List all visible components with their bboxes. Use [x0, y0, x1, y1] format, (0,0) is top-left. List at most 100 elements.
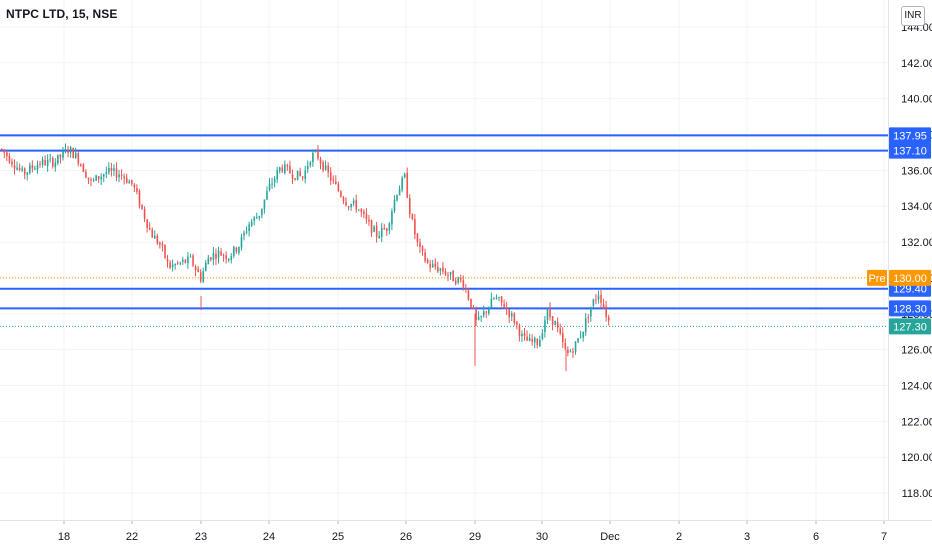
candle-body	[238, 247, 240, 253]
candle-body	[556, 322, 559, 328]
x-tick-label: 3	[744, 531, 750, 543]
candle-body	[602, 303, 605, 308]
candle-body	[380, 227, 383, 238]
candle-body	[299, 171, 301, 176]
candle-body	[544, 320, 546, 332]
candle-body	[358, 209, 360, 211]
candle-body	[600, 294, 602, 303]
candle-body	[227, 258, 230, 261]
candle-body	[194, 266, 197, 271]
x-tick-label: 6	[813, 531, 819, 543]
candle-body	[276, 170, 278, 180]
candle-body	[495, 297, 498, 299]
candle-body	[143, 208, 146, 219]
candle-body	[291, 174, 294, 179]
candle-body	[120, 174, 123, 176]
candle-body	[301, 176, 304, 178]
candle-body	[605, 306, 607, 317]
candle-body	[161, 243, 164, 246]
candle-body	[220, 251, 222, 256]
price-badges: 137.95 137.10 129.40 128.30 130.00 127.30 Pre	[867, 127, 931, 335]
candle-body	[368, 219, 370, 222]
candle-body	[467, 290, 470, 300]
candle-body	[579, 336, 582, 338]
candle-body	[192, 255, 194, 266]
candle-body	[34, 168, 36, 170]
candle-body	[569, 351, 572, 353]
candle-body	[8, 155, 11, 163]
candle-body	[171, 264, 174, 268]
level-badge-label: 137.95	[893, 130, 927, 142]
currency-button[interactable]: INR	[901, 6, 925, 26]
candle-body	[118, 174, 120, 178]
candle-body	[437, 267, 439, 272]
candle-body	[562, 332, 564, 342]
candle-body	[521, 333, 523, 337]
candle-body	[6, 152, 8, 157]
candle-body	[477, 316, 480, 320]
candle-body	[225, 255, 227, 259]
candle-body	[176, 262, 179, 264]
candle-body	[363, 211, 365, 214]
candle-body	[498, 297, 500, 299]
candle-body	[304, 170, 307, 180]
candle-body	[516, 321, 518, 325]
candle-body	[154, 235, 156, 239]
candle-body	[26, 172, 29, 175]
candle-body	[470, 298, 472, 308]
candle-body	[57, 154, 59, 164]
candle-body	[475, 308, 477, 320]
candle-body	[85, 171, 87, 178]
candle-body	[472, 307, 475, 309]
candle-body	[164, 244, 166, 258]
candle-body	[595, 299, 597, 301]
candle-body	[39, 163, 41, 165]
candle-body	[82, 164, 85, 173]
x-tick-label: 30	[536, 531, 548, 543]
candle-body	[541, 333, 544, 340]
x-tick-label: Dec	[600, 531, 620, 543]
candle-body	[398, 189, 401, 196]
candle-body	[217, 250, 220, 258]
candle-body	[64, 149, 67, 152]
candle-body	[564, 343, 567, 349]
candle-body	[113, 168, 115, 171]
candle-body	[518, 325, 521, 337]
candle-body	[23, 168, 26, 175]
candle-body	[488, 307, 490, 314]
candle-body	[329, 172, 332, 181]
candle-body	[419, 242, 421, 247]
candle-body	[401, 177, 403, 190]
y-tick-label: 142.00	[901, 58, 932, 70]
candle-body	[500, 296, 503, 303]
y-tick-label: 134.00	[901, 201, 932, 213]
candle-body	[271, 183, 273, 185]
candle-body	[480, 315, 482, 317]
x-tick-label: 22	[126, 531, 138, 543]
candle-body	[179, 262, 182, 264]
y-tick-label: 140.00	[901, 94, 932, 106]
candle-body	[62, 150, 64, 158]
x-tick-label: 18	[58, 531, 70, 543]
candle-body	[383, 228, 386, 230]
candle-body	[49, 158, 52, 160]
candle-body	[256, 217, 258, 219]
candle-body	[513, 313, 516, 323]
candle-body	[406, 172, 409, 198]
premarket-tag	[867, 269, 887, 286]
candle-body	[454, 280, 457, 284]
candle-body	[95, 175, 97, 181]
candle-body	[391, 211, 393, 225]
candle-body	[36, 164, 39, 170]
candle-body	[136, 187, 138, 192]
candle-body	[386, 228, 388, 231]
candle-body	[536, 339, 539, 346]
candle-body	[90, 179, 92, 181]
premarket-badge-label: 130.00	[893, 273, 927, 285]
y-tick-label: 120.00	[901, 452, 932, 464]
candle-body	[189, 256, 192, 258]
candle-body	[87, 177, 90, 180]
candle-body	[528, 337, 531, 341]
